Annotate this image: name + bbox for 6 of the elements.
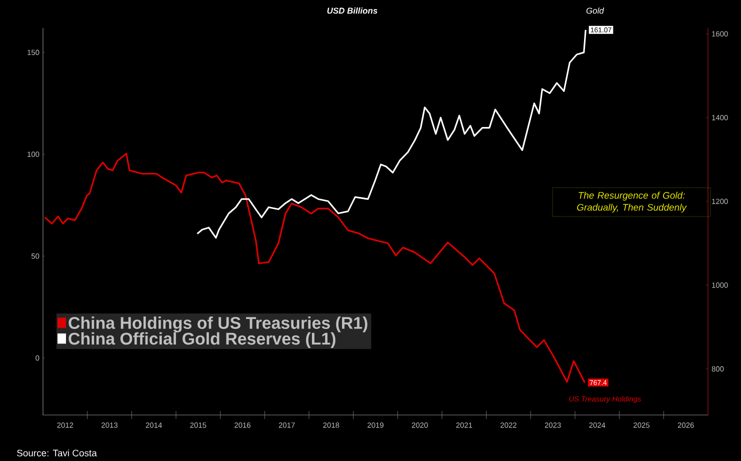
legend-label: China Official Gold Reserves (L1) xyxy=(68,332,336,348)
source-note: Source: Tavi Costa xyxy=(17,449,97,456)
legend-label: China Holdings of US Treasuries (R1) xyxy=(68,316,368,332)
annotation: The Resurgence of Gold: Gradually, Then Suddenly xyxy=(577,192,687,213)
chart-title: USD Billions xyxy=(327,7,378,14)
text: Gold xyxy=(586,7,604,14)
